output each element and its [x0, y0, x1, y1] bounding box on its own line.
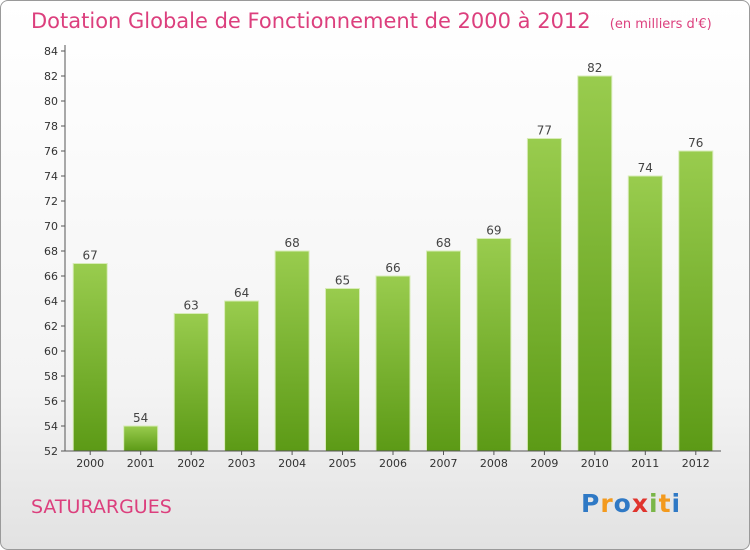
- x-tick-label-2004: 2004: [278, 457, 306, 470]
- commune-name: SATURARGUES: [31, 496, 172, 518]
- y-tick-label-64: 64: [44, 295, 58, 308]
- logo-letter-0: P: [581, 489, 601, 518]
- title-row: Dotation Globale de Fonctionnement de 20…: [31, 9, 712, 33]
- y-tick-label-68: 68: [44, 245, 58, 258]
- data-label-2005: 65: [335, 274, 350, 288]
- bar-2006: [375, 275, 411, 452]
- y-tick-label-54: 54: [44, 420, 58, 433]
- data-label-2010: 82: [587, 61, 602, 75]
- x-tick-label-2001: 2001: [127, 457, 155, 470]
- y-tick-label-60: 60: [44, 345, 58, 358]
- logo-letter-6: i: [671, 489, 682, 518]
- y-tick-label-58: 58: [44, 370, 58, 383]
- bar-2011: [627, 175, 663, 452]
- bar-2008: [476, 238, 512, 452]
- data-label-2001: 54: [133, 411, 148, 425]
- y-tick-label-52: 52: [44, 445, 58, 458]
- y-tick-label-76: 76: [44, 145, 58, 158]
- proxiti-logo: Proxiti: [581, 489, 681, 518]
- y-tick-label-78: 78: [44, 120, 58, 133]
- bar-2004: [274, 250, 310, 452]
- data-label-2007: 68: [436, 236, 451, 250]
- y-tick-label-56: 56: [44, 395, 58, 408]
- data-label-2006: 66: [385, 261, 400, 275]
- data-label-2012: 76: [688, 136, 703, 150]
- logo-letter-3: x: [631, 489, 649, 518]
- logo-letter-2: o: [613, 489, 632, 518]
- bar-2000: [72, 263, 108, 452]
- y-tick-label-80: 80: [44, 95, 58, 108]
- x-tick-label-2005: 2005: [329, 457, 357, 470]
- x-tick-label-2011: 2011: [631, 457, 659, 470]
- chart-subtitle: (en milliers d'€): [609, 17, 712, 32]
- bar-2002: [173, 313, 209, 452]
- data-label-2003: 64: [234, 286, 249, 300]
- x-tick-label-2009: 2009: [530, 457, 558, 470]
- bar-2007: [426, 250, 461, 452]
- x-tick-label-2010: 2010: [581, 457, 609, 470]
- bar-2010: [577, 75, 613, 452]
- x-tick-label-2000: 2000: [76, 457, 104, 470]
- data-label-2011: 74: [638, 161, 653, 175]
- x-tick-label-2012: 2012: [682, 457, 710, 470]
- y-tick-label-72: 72: [44, 195, 58, 208]
- y-tick-label-74: 74: [44, 170, 58, 183]
- x-tick-label-2008: 2008: [480, 457, 508, 470]
- chart-title: Dotation Globale de Fonctionnement de 20…: [31, 9, 591, 33]
- data-label-2004: 68: [284, 236, 299, 250]
- data-label-2002: 63: [184, 299, 199, 313]
- logo-letter-4: i: [649, 489, 659, 518]
- data-label-2008: 69: [486, 224, 501, 238]
- x-tick-label-2007: 2007: [430, 457, 458, 470]
- bar-2009: [526, 138, 562, 452]
- logo-letter-5: t: [658, 489, 672, 518]
- y-tick-label-84: 84: [44, 45, 58, 58]
- bar-2001: [123, 425, 159, 452]
- y-tick-label-62: 62: [44, 320, 58, 333]
- bar-2003: [224, 300, 260, 452]
- bar-2005: [325, 288, 360, 452]
- bar-2012: [678, 150, 714, 452]
- x-tick-label-2003: 2003: [228, 457, 256, 470]
- y-tick-label-70: 70: [44, 220, 58, 233]
- data-label-2009: 77: [537, 124, 552, 138]
- y-tick-label-82: 82: [44, 70, 58, 83]
- x-tick-label-2006: 2006: [379, 457, 407, 470]
- y-tick-label-66: 66: [44, 270, 58, 283]
- data-label-2000: 67: [83, 249, 98, 263]
- x-tick-label-2002: 2002: [177, 457, 205, 470]
- logo-letter-1: r: [600, 489, 614, 518]
